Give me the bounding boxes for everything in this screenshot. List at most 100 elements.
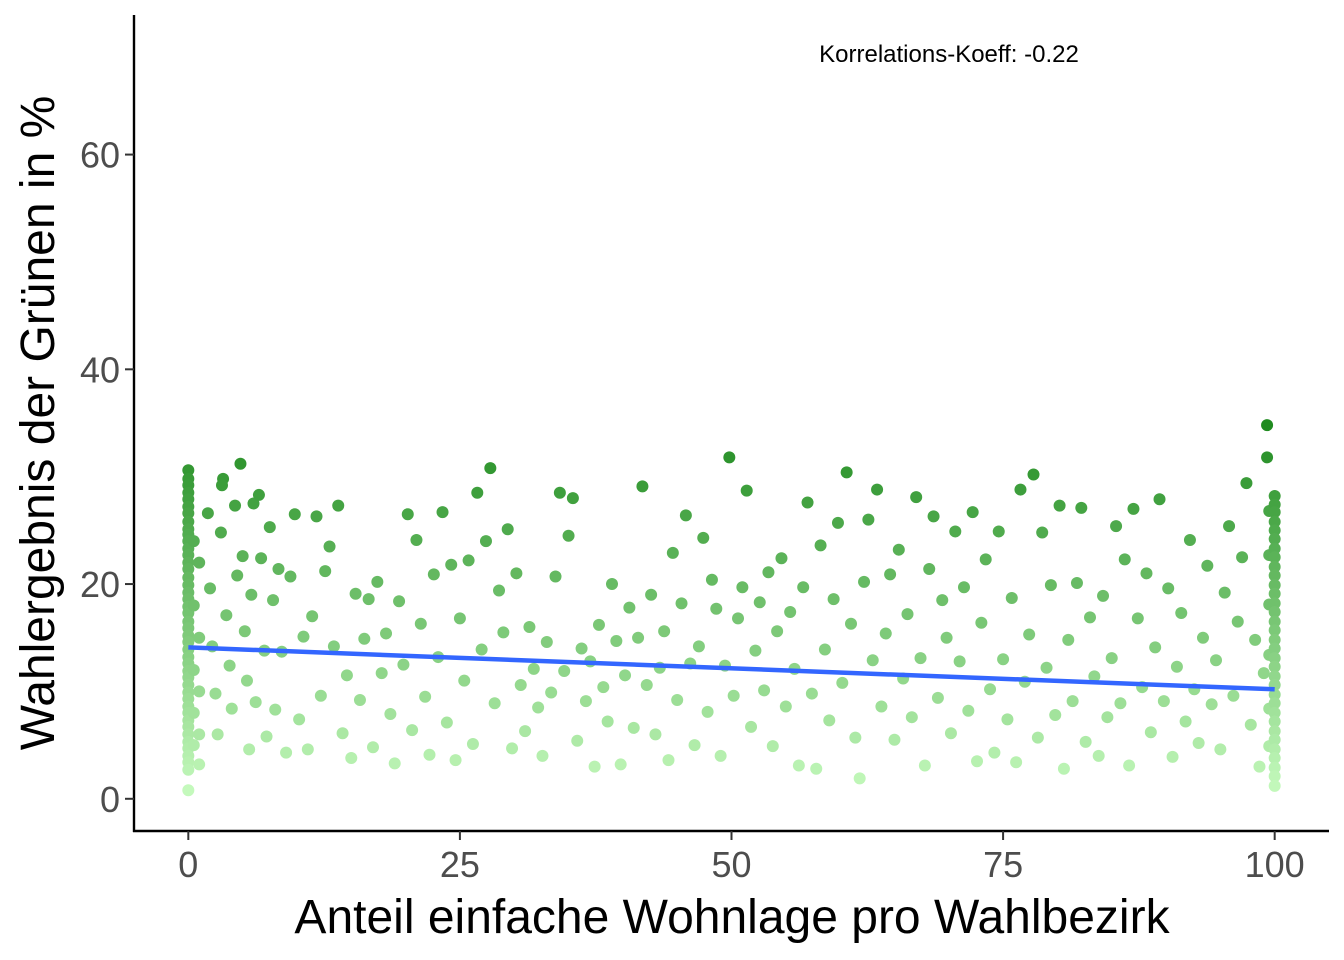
data-point — [1268, 597, 1281, 610]
data-point — [1268, 515, 1281, 528]
data-point — [836, 676, 849, 689]
y-ticks: 0 20 40 60 — [80, 135, 134, 820]
data-point — [1162, 582, 1175, 595]
data-point — [562, 529, 575, 542]
data-point — [1005, 592, 1018, 605]
data-point — [323, 540, 336, 553]
data-point — [1268, 524, 1281, 537]
data-point — [984, 683, 997, 696]
data-point — [979, 553, 992, 566]
data-point — [527, 662, 540, 675]
data-point — [263, 521, 276, 534]
data-point — [214, 526, 227, 539]
y-tick-label: 0 — [100, 779, 120, 820]
data-point — [479, 535, 492, 548]
data-point — [823, 714, 836, 727]
data-point — [1268, 697, 1281, 710]
data-point — [223, 659, 236, 672]
data-point — [314, 689, 327, 702]
data-point — [297, 630, 310, 643]
data-point — [745, 720, 758, 733]
data-point — [240, 674, 253, 687]
data-point — [1110, 520, 1123, 533]
data-point — [619, 669, 632, 682]
data-point — [523, 621, 536, 633]
data-point — [272, 563, 285, 576]
data-point — [545, 686, 558, 699]
data-point — [1127, 502, 1140, 515]
data-point — [536, 749, 549, 762]
data-point — [597, 681, 610, 694]
data-point — [1268, 633, 1281, 646]
data-point — [775, 552, 788, 565]
data-point — [362, 593, 375, 606]
data-point — [845, 617, 857, 630]
data-point — [182, 563, 195, 576]
data-point — [1249, 633, 1262, 646]
data-point — [1268, 542, 1281, 555]
data-point — [675, 597, 688, 610]
data-point — [884, 568, 897, 581]
data-point — [1268, 532, 1281, 545]
data-point — [797, 581, 810, 594]
data-point — [458, 674, 471, 687]
data-point — [927, 510, 940, 523]
data-point — [627, 721, 640, 734]
data-point — [1123, 759, 1136, 772]
data-point — [371, 575, 384, 588]
data-point — [1027, 468, 1040, 481]
data-point — [1114, 697, 1127, 710]
data-point — [592, 618, 605, 631]
trend-layer — [188, 645, 1275, 692]
data-point — [953, 655, 966, 668]
data-point — [247, 497, 260, 510]
data-point — [225, 702, 238, 715]
data-point — [345, 751, 358, 764]
data-point — [1092, 749, 1105, 762]
data-point — [749, 644, 762, 657]
data-point — [1201, 559, 1214, 572]
data-point — [1075, 501, 1088, 514]
data-point — [1140, 567, 1153, 580]
data-point — [349, 587, 362, 600]
data-point — [182, 507, 195, 520]
data-point — [453, 612, 466, 625]
data-point — [1062, 633, 1075, 646]
data-point — [1101, 711, 1114, 724]
data-point — [723, 451, 736, 464]
data-point — [427, 568, 440, 581]
data-point — [1268, 779, 1281, 792]
data-point — [288, 508, 301, 521]
data-point — [792, 759, 805, 772]
data-point — [1157, 695, 1170, 708]
data-point — [187, 663, 200, 676]
data-point — [293, 713, 306, 726]
data-point — [740, 484, 753, 497]
data-point — [649, 728, 662, 741]
data-point — [571, 734, 584, 747]
data-point — [692, 640, 705, 653]
data-point — [1268, 551, 1281, 564]
data-point — [510, 567, 523, 580]
data-point — [992, 525, 1005, 538]
data-point — [632, 631, 645, 644]
data-point — [1268, 706, 1281, 719]
data-point — [862, 513, 875, 526]
data-point — [514, 678, 527, 691]
data-point — [1179, 715, 1192, 728]
data-point — [187, 706, 200, 719]
data-point — [260, 730, 273, 743]
data-point — [310, 510, 323, 523]
data-point — [1268, 605, 1281, 618]
data-point — [975, 616, 988, 629]
data-point — [1210, 654, 1223, 667]
data-point — [1268, 715, 1281, 728]
data-point — [918, 759, 931, 772]
data-point — [1257, 667, 1270, 680]
data-point — [779, 700, 792, 713]
data-point — [187, 535, 200, 548]
data-point — [1144, 726, 1157, 739]
data-point — [193, 631, 206, 644]
data-point — [1131, 612, 1144, 625]
x-ticks: 0 25 50 75 100 — [178, 831, 1305, 885]
